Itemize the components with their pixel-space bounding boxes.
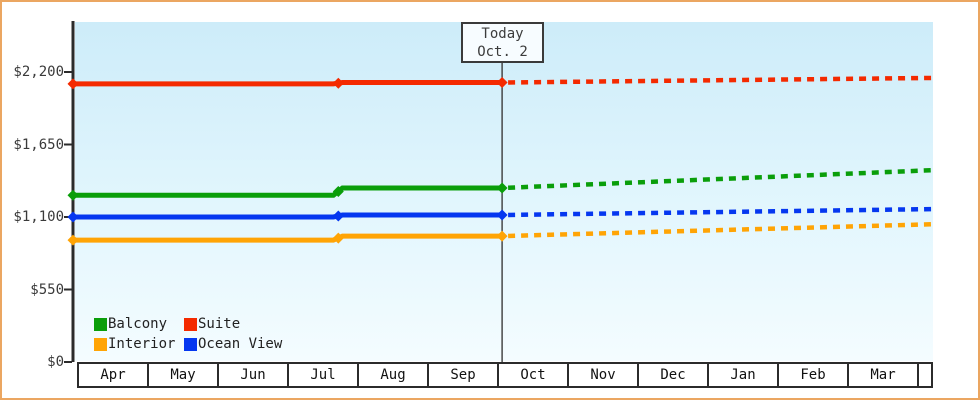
data-point-marker-ocean-view — [67, 211, 79, 223]
month-cell-mar: Mar — [849, 364, 919, 386]
y-axis-tick-label: $1,100 — [13, 209, 64, 225]
data-point-marker-interior — [332, 232, 344, 244]
month-cell-aug: Aug — [359, 364, 429, 386]
month-cell-jun: Jun — [219, 364, 289, 386]
y-axis-tick-label: $2,200 — [13, 64, 64, 80]
data-point-marker-interior — [67, 234, 79, 246]
series-forecast-line-suite — [502, 75, 932, 85]
legend-swatch-icon — [94, 317, 107, 331]
y-axis-tick-label: $0 — [47, 354, 64, 370]
legend-item-suite: Suite — [184, 314, 282, 334]
data-point-marker-balcony — [67, 189, 79, 201]
month-cell-jan: Jan — [709, 364, 779, 386]
month-cell-apr: Apr — [79, 364, 149, 386]
month-cell-oct: Oct — [499, 364, 569, 386]
month-cell-sep: Sep — [429, 364, 499, 386]
data-point-marker-suite — [67, 78, 79, 90]
y-axis-tick-label: $1,650 — [13, 136, 64, 153]
today-box-date: Oct. 2 — [477, 44, 528, 60]
month-cell-jul: Jul — [289, 364, 359, 386]
series-forecast-line-ocean-view — [502, 206, 932, 218]
data-point-marker-suite — [496, 77, 508, 89]
data-point-marker-interior — [496, 230, 508, 242]
today-box: Today Oct. 2 — [461, 22, 544, 63]
month-cell-nov: Nov — [569, 364, 639, 386]
data-point-marker-ocean-view — [332, 210, 344, 222]
series-line-suite — [70, 80, 505, 87]
legend-label: Balcony — [108, 316, 168, 332]
legend-swatch-icon — [184, 317, 197, 331]
legend-item-ocean-view: Ocean View — [184, 334, 282, 354]
data-point-marker-balcony — [332, 186, 344, 198]
legend-label: Ocean View — [198, 336, 283, 352]
month-cell-may: May — [149, 364, 219, 386]
legend-label: Interior — [108, 336, 176, 352]
series-forecast-line-interior — [502, 222, 932, 239]
data-point-marker-ocean-view — [496, 209, 508, 221]
month-axis-band: Apr May Jun Jul Aug Sep Oct Nov Dec Jan Feb Mar — [77, 362, 933, 388]
legend: Balcony Suite Interior Ocean View — [94, 314, 282, 354]
month-cell-spacer — [919, 364, 931, 386]
data-point-marker-balcony — [496, 182, 508, 194]
legend-label: Suite — [198, 316, 241, 332]
month-cell-dec: Dec — [639, 364, 709, 386]
legend-swatch-icon — [184, 337, 197, 351]
legend-item-interior: Interior — [94, 334, 184, 354]
today-box-title: Today — [481, 26, 524, 42]
legend-swatch-icon — [94, 337, 107, 351]
series-line-ocean-view — [70, 212, 505, 220]
y-axis-tick-label: $550 — [30, 281, 64, 298]
series-forecast-line-balcony — [502, 167, 932, 191]
month-cell-feb: Feb — [779, 364, 849, 386]
data-point-marker-suite — [332, 77, 344, 89]
legend-item-balcony: Balcony — [94, 314, 184, 334]
